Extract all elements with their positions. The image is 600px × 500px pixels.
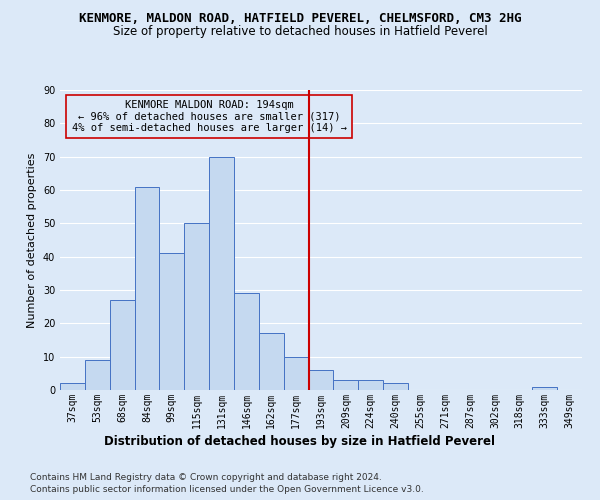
Y-axis label: Number of detached properties: Number of detached properties <box>27 152 37 328</box>
Bar <box>85 360 110 390</box>
Bar <box>160 254 184 390</box>
Bar <box>209 156 234 390</box>
Bar <box>334 380 358 390</box>
Bar <box>383 384 408 390</box>
Bar <box>308 370 334 390</box>
Bar <box>184 224 209 390</box>
Text: KENMORE, MALDON ROAD, HATFIELD PEVEREL, CHELMSFORD, CM3 2HG: KENMORE, MALDON ROAD, HATFIELD PEVEREL, … <box>79 12 521 26</box>
Bar <box>358 380 383 390</box>
Text: KENMORE MALDON ROAD: 194sqm
← 96% of detached houses are smaller (317)
4% of sem: KENMORE MALDON ROAD: 194sqm ← 96% of det… <box>71 100 347 133</box>
Bar <box>259 334 284 390</box>
Text: Size of property relative to detached houses in Hatfield Peverel: Size of property relative to detached ho… <box>113 25 487 38</box>
Text: Contains HM Land Registry data © Crown copyright and database right 2024.: Contains HM Land Registry data © Crown c… <box>30 472 382 482</box>
Bar <box>60 384 85 390</box>
Bar <box>134 186 160 390</box>
Bar <box>110 300 134 390</box>
Bar <box>532 386 557 390</box>
Text: Distribution of detached houses by size in Hatfield Peverel: Distribution of detached houses by size … <box>104 435 496 448</box>
Bar <box>284 356 308 390</box>
Bar <box>234 294 259 390</box>
Text: Contains public sector information licensed under the Open Government Licence v3: Contains public sector information licen… <box>30 485 424 494</box>
